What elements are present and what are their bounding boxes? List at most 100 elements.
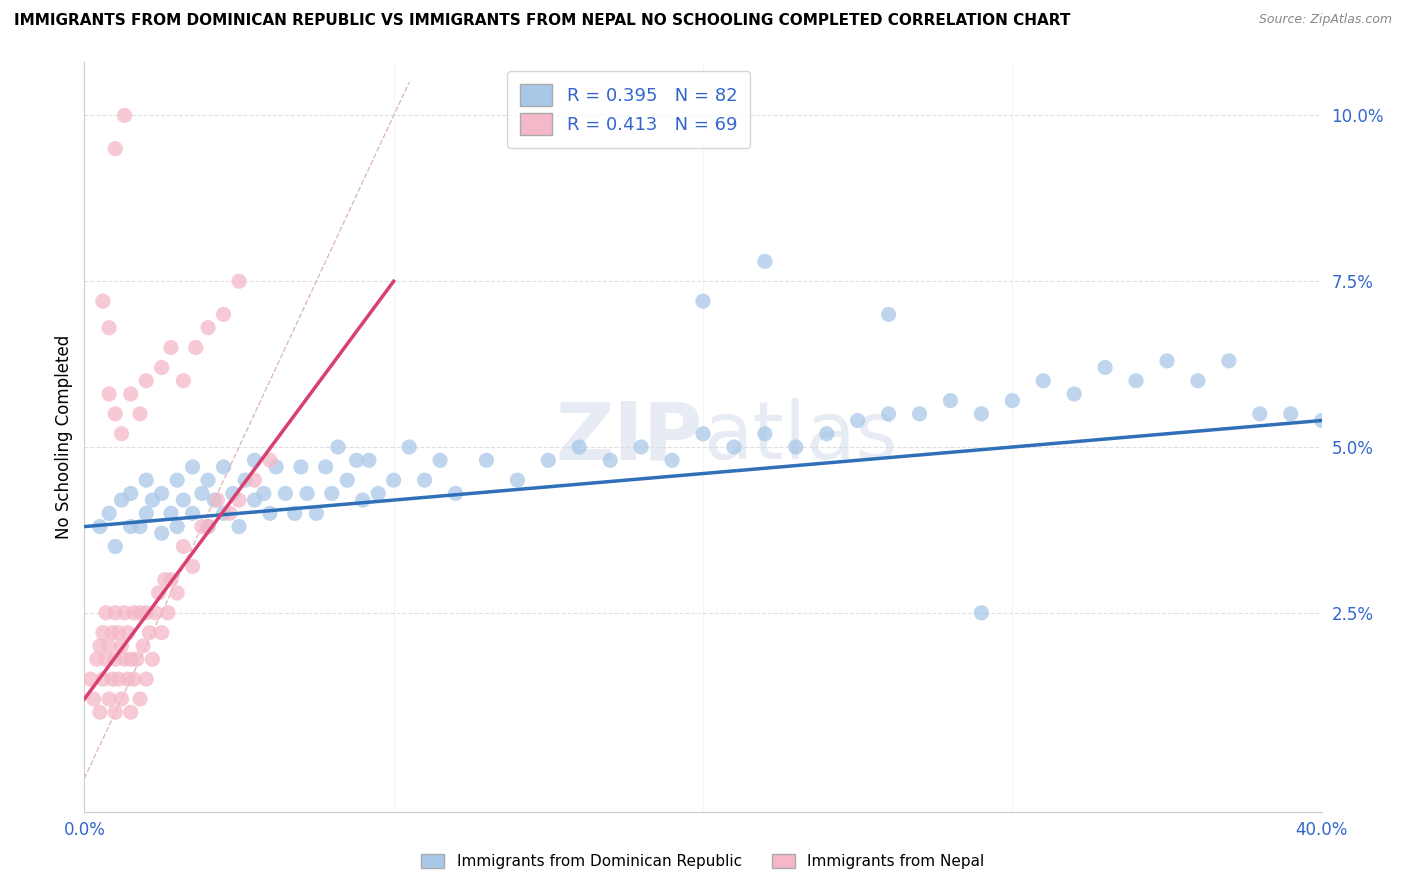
Point bbox=[970, 606, 993, 620]
Point bbox=[1094, 360, 1116, 375]
Point bbox=[114, 652, 136, 666]
Point bbox=[172, 374, 194, 388]
Point bbox=[104, 142, 127, 156]
Point bbox=[104, 652, 127, 666]
Point bbox=[1218, 354, 1240, 368]
Point bbox=[723, 440, 745, 454]
Point bbox=[132, 639, 155, 653]
Point bbox=[122, 606, 145, 620]
Point bbox=[197, 519, 219, 533]
Point bbox=[197, 473, 219, 487]
Point bbox=[970, 407, 993, 421]
Point bbox=[181, 506, 204, 520]
Point bbox=[315, 459, 337, 474]
Point bbox=[692, 294, 714, 309]
Point bbox=[104, 540, 127, 554]
Point bbox=[908, 407, 931, 421]
Point bbox=[815, 426, 838, 441]
Point bbox=[692, 426, 714, 441]
Point bbox=[135, 473, 157, 487]
Point bbox=[630, 440, 652, 454]
Point bbox=[243, 453, 266, 467]
Point bbox=[122, 672, 145, 686]
Point bbox=[444, 486, 467, 500]
Point bbox=[1001, 393, 1024, 408]
Point bbox=[259, 506, 281, 520]
Point bbox=[284, 506, 307, 520]
Point bbox=[166, 473, 188, 487]
Point bbox=[107, 672, 129, 686]
Point bbox=[352, 493, 374, 508]
Point bbox=[79, 672, 101, 686]
Point bbox=[212, 307, 235, 321]
Point bbox=[295, 486, 318, 500]
Point bbox=[218, 506, 240, 520]
Point bbox=[101, 625, 124, 640]
Point bbox=[1310, 413, 1333, 427]
Point bbox=[129, 692, 152, 706]
Point bbox=[114, 108, 136, 122]
Point bbox=[138, 625, 160, 640]
Point bbox=[846, 413, 869, 427]
Point bbox=[367, 486, 389, 500]
Legend: R = 0.395   N = 82, R = 0.413   N = 69: R = 0.395 N = 82, R = 0.413 N = 69 bbox=[508, 71, 751, 148]
Point bbox=[166, 586, 188, 600]
Point bbox=[568, 440, 591, 454]
Point bbox=[117, 672, 139, 686]
Point bbox=[398, 440, 420, 454]
Text: ZIP: ZIP bbox=[555, 398, 703, 476]
Point bbox=[98, 320, 121, 334]
Point bbox=[120, 387, 142, 401]
Point bbox=[110, 639, 132, 653]
Point bbox=[150, 486, 173, 500]
Point bbox=[141, 652, 163, 666]
Point bbox=[172, 493, 194, 508]
Point bbox=[94, 652, 117, 666]
Point bbox=[197, 519, 219, 533]
Point bbox=[148, 586, 170, 600]
Point bbox=[91, 672, 114, 686]
Point bbox=[233, 473, 256, 487]
Point bbox=[253, 486, 276, 500]
Point bbox=[506, 473, 529, 487]
Point bbox=[222, 486, 245, 500]
Point bbox=[939, 393, 962, 408]
Point bbox=[104, 407, 127, 421]
Legend: Immigrants from Dominican Republic, Immigrants from Nepal: Immigrants from Dominican Republic, Immi… bbox=[415, 848, 991, 875]
Point bbox=[754, 254, 776, 268]
Point bbox=[117, 625, 139, 640]
Point bbox=[129, 519, 152, 533]
Point bbox=[184, 341, 207, 355]
Point bbox=[98, 387, 121, 401]
Point bbox=[135, 672, 157, 686]
Point bbox=[599, 453, 621, 467]
Point bbox=[153, 573, 176, 587]
Point bbox=[243, 473, 266, 487]
Point bbox=[107, 625, 129, 640]
Point bbox=[290, 459, 312, 474]
Point bbox=[274, 486, 297, 500]
Point bbox=[207, 493, 229, 508]
Point bbox=[91, 625, 114, 640]
Point bbox=[91, 294, 114, 309]
Point bbox=[243, 493, 266, 508]
Point bbox=[382, 473, 405, 487]
Point bbox=[1063, 387, 1085, 401]
Point bbox=[202, 493, 225, 508]
Point bbox=[150, 526, 173, 541]
Point bbox=[321, 486, 343, 500]
Point bbox=[212, 459, 235, 474]
Point bbox=[228, 519, 250, 533]
Point bbox=[83, 692, 105, 706]
Point bbox=[125, 652, 148, 666]
Point bbox=[259, 453, 281, 467]
Point bbox=[1187, 374, 1209, 388]
Point bbox=[413, 473, 436, 487]
Point bbox=[1279, 407, 1302, 421]
Point bbox=[89, 705, 111, 719]
Point bbox=[156, 606, 179, 620]
Point bbox=[120, 652, 142, 666]
Point bbox=[160, 573, 183, 587]
Point bbox=[141, 493, 163, 508]
Point bbox=[114, 606, 136, 620]
